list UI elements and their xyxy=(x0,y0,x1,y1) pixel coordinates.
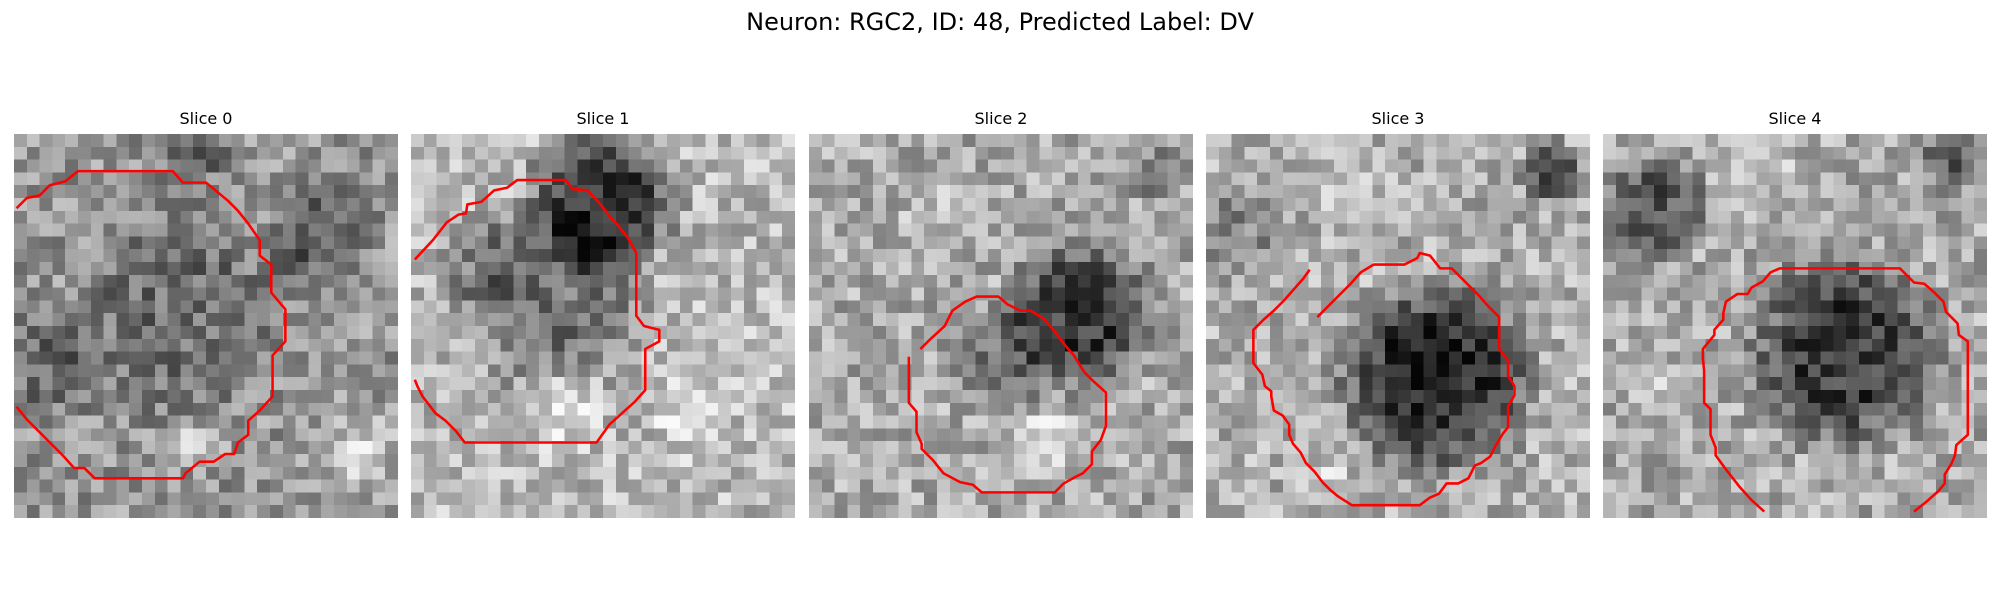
figure-title: Neuron: RGC2, ID: 48, Predicted Label: D… xyxy=(746,8,1254,36)
segmentation-contour xyxy=(15,169,287,480)
slice-title-4: Slice 4 xyxy=(1768,109,1822,128)
slice-panel-2: Slice 2 xyxy=(809,108,1193,518)
slice-panel-1: Slice 1 xyxy=(411,108,795,518)
slice-title-1: Slice 1 xyxy=(576,109,630,128)
segmentation-contour xyxy=(907,295,1108,494)
slice-image-0 xyxy=(14,134,398,518)
slice-image-4 xyxy=(1603,134,1987,518)
slice-title-0: Slice 0 xyxy=(179,109,233,128)
segmentation-contour xyxy=(413,178,661,444)
slice-image-1 xyxy=(411,134,795,518)
slice-image-2 xyxy=(809,134,1193,518)
segmentation-contour xyxy=(1701,267,1970,513)
slice-panel-3: Slice 3 xyxy=(1206,108,1590,518)
segmentation-contour xyxy=(1252,251,1516,507)
slice-panel-4: Slice 4 xyxy=(1603,108,1987,518)
slice-image-3 xyxy=(1206,134,1590,518)
slice-panel-0: Slice 0 xyxy=(14,108,398,518)
slice-title-2: Slice 2 xyxy=(974,109,1028,128)
slice-title-3: Slice 3 xyxy=(1371,109,1425,128)
